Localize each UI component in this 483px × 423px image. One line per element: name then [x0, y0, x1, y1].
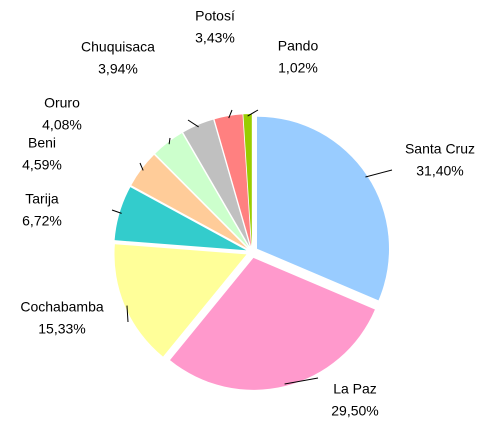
slice-label: Potosí: [195, 8, 235, 24]
slice-label: La Paz: [333, 381, 377, 397]
slice-value: 15,33%: [38, 321, 85, 337]
leader-line: [111, 209, 122, 214]
slice-value: 29,50%: [331, 403, 378, 419]
pie-slice: [155, 133, 249, 248]
slice-value: 1,02%: [278, 60, 318, 76]
slice-label: Cochabamba: [20, 299, 103, 315]
leader-line: [187, 119, 199, 128]
pie-slice: [183, 119, 250, 247]
leader-line: [126, 305, 129, 323]
slice-label: Beni: [28, 135, 56, 151]
slice-value: 3,94%: [98, 61, 138, 77]
leader-line: [247, 109, 259, 117]
slice-label: Pando: [278, 38, 319, 54]
pie-slice: [131, 154, 248, 249]
leader-line: [228, 109, 233, 119]
slice-label: Chuquisaca: [81, 39, 155, 55]
slice-value: 31,40%: [416, 163, 463, 179]
leader-line: [284, 377, 319, 385]
leader-line: [139, 162, 144, 171]
slice-value: 4,08%: [42, 117, 82, 133]
slice-value: 4,59%: [22, 157, 62, 173]
slice-label: Tarija: [25, 191, 59, 207]
slice-label: Oruro: [44, 95, 80, 111]
pie-slice: [257, 116, 390, 301]
pie-slice: [114, 244, 247, 357]
slice-value: 6,72%: [22, 213, 62, 229]
pie-slice: [243, 114, 252, 247]
slice-value: 3,43%: [195, 30, 235, 46]
leader-line: [365, 169, 393, 178]
slice-label: Santa Cruz: [405, 141, 475, 157]
leader-line: [168, 137, 171, 145]
pie-slice: [169, 257, 375, 390]
pie-slice: [214, 114, 251, 247]
pie-slice: [114, 187, 247, 251]
